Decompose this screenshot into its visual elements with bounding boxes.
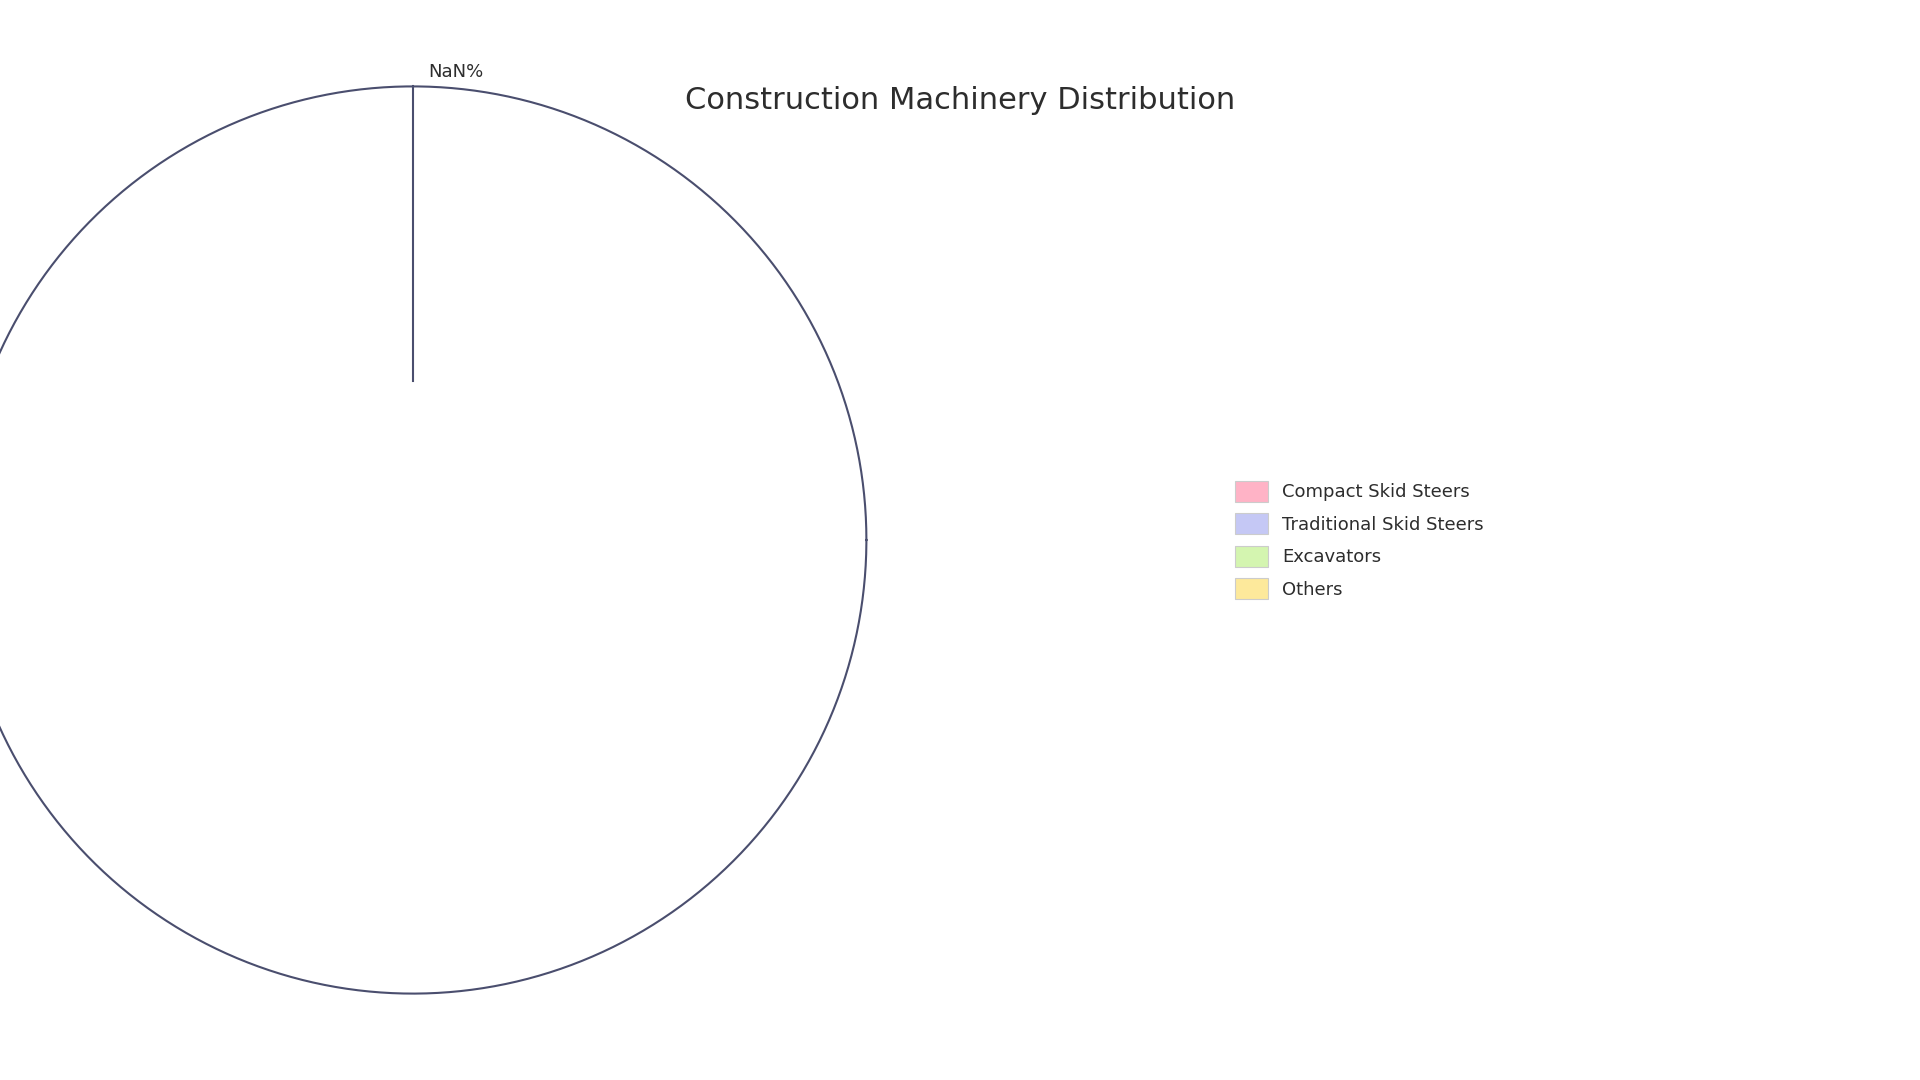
- Text: Construction Machinery Distribution: Construction Machinery Distribution: [685, 86, 1235, 116]
- Legend: Compact Skid Steers, Traditional Skid Steers, Excavators, Others: Compact Skid Steers, Traditional Skid St…: [1229, 473, 1492, 607]
- Text: NaN%: NaN%: [428, 64, 484, 81]
- Polygon shape: [0, 86, 866, 994]
